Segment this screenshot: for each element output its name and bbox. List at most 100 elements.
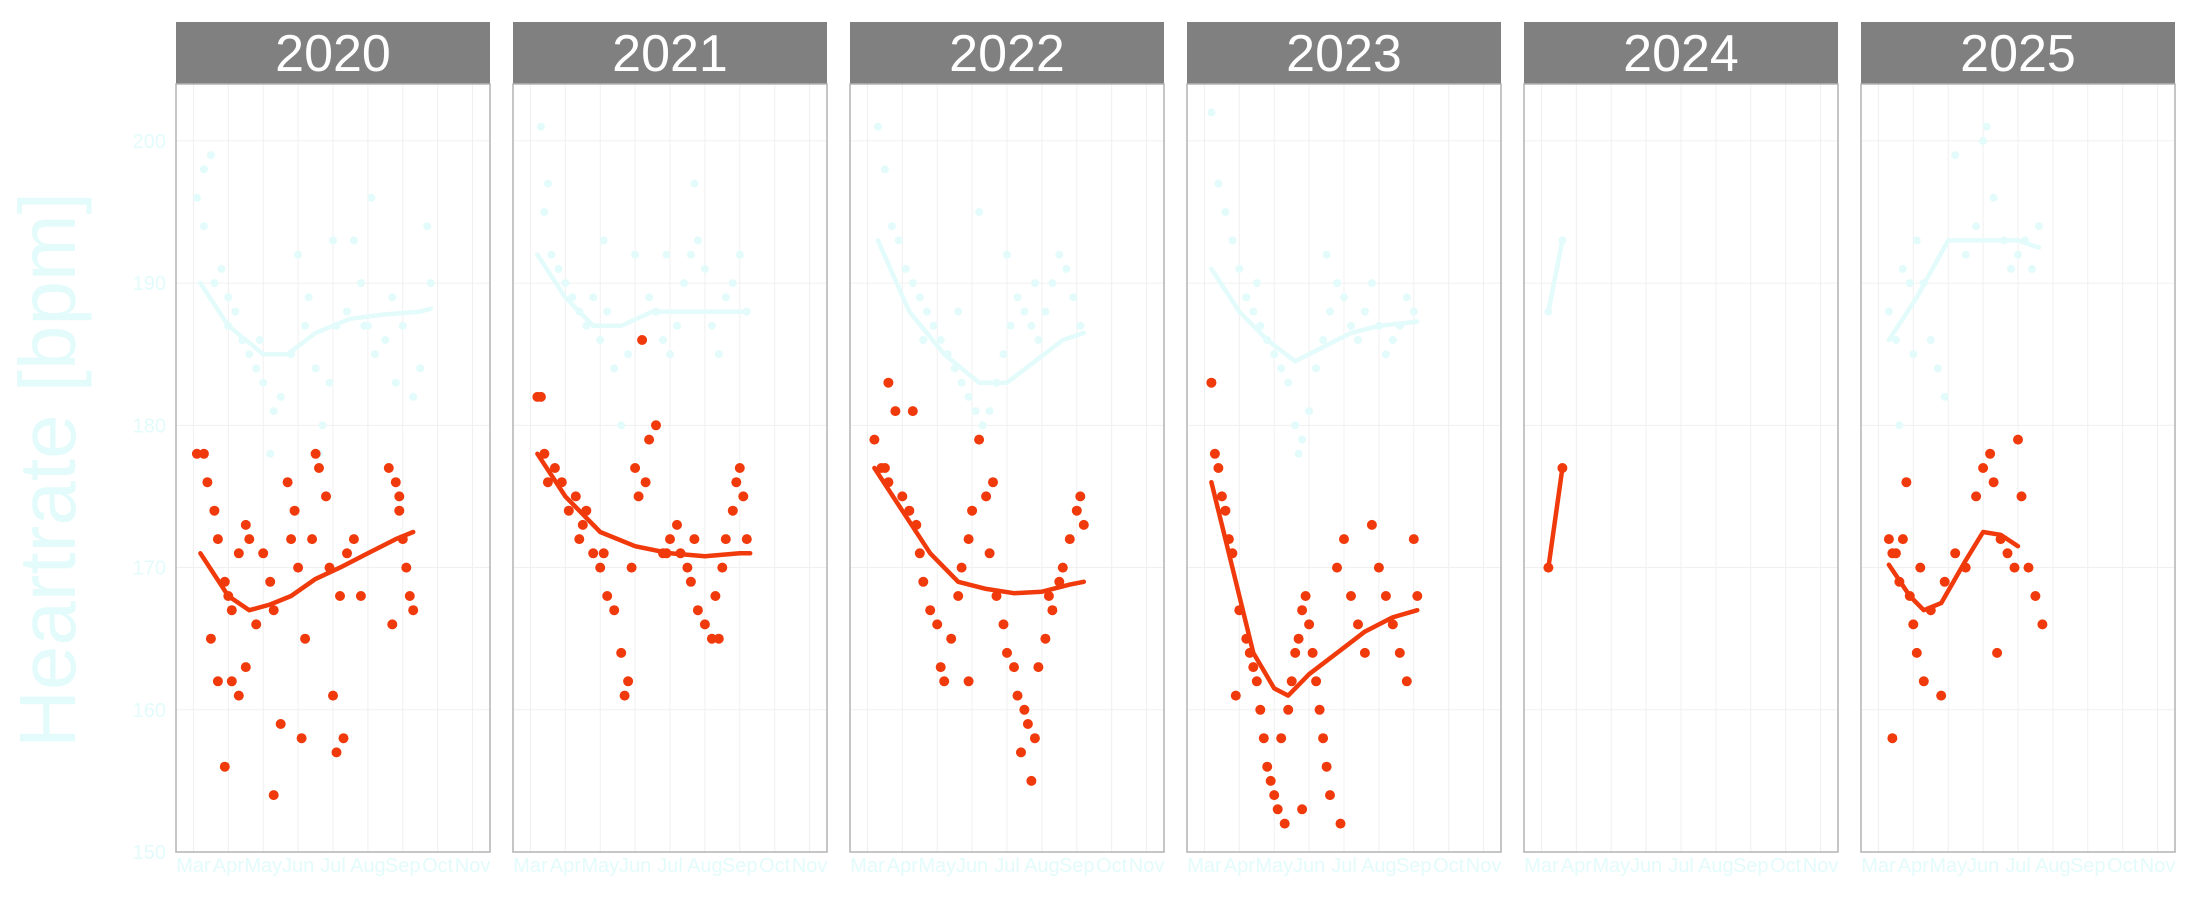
max-point: [978, 421, 987, 430]
avg-point: [328, 690, 338, 701]
x-tick-label: Nov: [1803, 855, 1839, 877]
max-point: [700, 264, 709, 273]
max-point: [1277, 364, 1286, 373]
max-point: [409, 392, 418, 401]
avg-point: [738, 491, 749, 502]
avg-point: [1304, 619, 1315, 630]
avg-point: [310, 448, 321, 459]
avg-point: [682, 562, 693, 573]
max-point: [1926, 336, 1935, 344]
avg-point: [1269, 790, 1280, 801]
avg-point: [672, 519, 682, 530]
max-point: [391, 378, 400, 387]
max-point: [1055, 250, 1064, 259]
x-tick-label: Aug: [350, 855, 386, 877]
y-tick-label: 180: [133, 415, 166, 437]
avg-point: [623, 676, 634, 687]
avg-point: [314, 463, 324, 473]
avg-point: [233, 690, 244, 701]
facet-panel-2021: 2021 Mar Apr May Jun Jul Aug Sep Oct Nov: [512, 22, 828, 877]
max-point: [388, 293, 397, 302]
max-point: [666, 350, 674, 359]
x-tick-label: Apr: [1224, 855, 1255, 877]
avg-point: [286, 534, 297, 545]
avg-point: [692, 605, 703, 616]
avg-point: [699, 619, 710, 630]
avg-point: [1029, 733, 1040, 744]
x-tick-label: Mar: [1861, 855, 1896, 877]
max-point: [2034, 222, 2043, 231]
x-tick-label: Sep: [2070, 855, 2106, 877]
avg-smooth-line: [1546, 465, 1565, 570]
avg-point: [198, 448, 209, 459]
avg-point: [1321, 761, 1332, 772]
max-point: [1048, 279, 1057, 288]
avg-point: [727, 505, 738, 516]
x-tick-label: Mar: [1524, 855, 1559, 877]
avg-point: [563, 505, 574, 516]
avg-point: [879, 463, 890, 473]
facet-strip: [1187, 22, 1501, 84]
avg-point: [1332, 562, 1342, 573]
avg-point: [1297, 605, 1308, 616]
avg-point: [296, 733, 307, 744]
avg-point: [640, 477, 651, 488]
avg-point: [1016, 747, 1026, 758]
avg-point: [219, 761, 230, 772]
max-point: [2014, 250, 2022, 259]
max-point: [1003, 250, 1011, 259]
x-tick-label: Nov: [455, 855, 491, 877]
max-smooth-line: [875, 238, 1087, 385]
max-point: [936, 336, 945, 344]
facet-strip: [850, 22, 1164, 84]
max-point: [1214, 179, 1223, 188]
max-point: [1884, 307, 1893, 316]
panel-border: [175, 83, 491, 853]
max-point: [659, 336, 667, 344]
max-point: [554, 264, 563, 273]
avg-point: [984, 548, 995, 559]
max-point: [589, 293, 598, 302]
max-point: [1326, 307, 1334, 316]
avg-point: [598, 548, 609, 559]
max-point: [1905, 279, 1914, 288]
x-tick-label: May: [244, 855, 282, 877]
avg-point: [191, 448, 202, 459]
x-tick-label: Sep: [1733, 855, 1769, 877]
avg-point: [1248, 662, 1259, 673]
max-point: [1940, 392, 1949, 401]
avg-point: [651, 420, 661, 431]
avg-point: [289, 505, 300, 516]
max-point: [360, 321, 369, 330]
avg-point: [967, 505, 978, 516]
max-point: [398, 321, 407, 330]
max-smooth-line: [1209, 266, 1420, 364]
max-point: [536, 122, 545, 131]
avg-point: [2023, 562, 2034, 573]
panel-border: [849, 83, 1165, 853]
avg-point: [1387, 619, 1398, 630]
max-point: [426, 279, 435, 288]
max-point: [880, 165, 889, 174]
max-point: [1360, 307, 1369, 316]
facet-strip-label: 2020: [275, 25, 391, 83]
avg-point: [988, 477, 998, 488]
x-tick-label: Jul: [657, 855, 683, 877]
avg-point: [1026, 775, 1037, 786]
avg-point: [1988, 477, 1999, 488]
max-point: [1989, 193, 1998, 202]
y-axis-label: Heartrate [bpm]: [3, 192, 92, 748]
avg-point: [731, 477, 742, 488]
max-smooth-line: [198, 280, 433, 357]
max-point: [707, 321, 716, 330]
max-point: [294, 250, 303, 259]
avg-point: [1019, 704, 1030, 715]
max-point: [901, 264, 910, 273]
facet-strip: [176, 22, 490, 84]
avg-point: [1936, 690, 1947, 701]
avg-point: [706, 633, 717, 644]
x-tick-label: Mar: [513, 855, 548, 877]
avg-point: [390, 477, 401, 488]
max-point: [631, 250, 640, 259]
avg-point: [685, 576, 696, 587]
